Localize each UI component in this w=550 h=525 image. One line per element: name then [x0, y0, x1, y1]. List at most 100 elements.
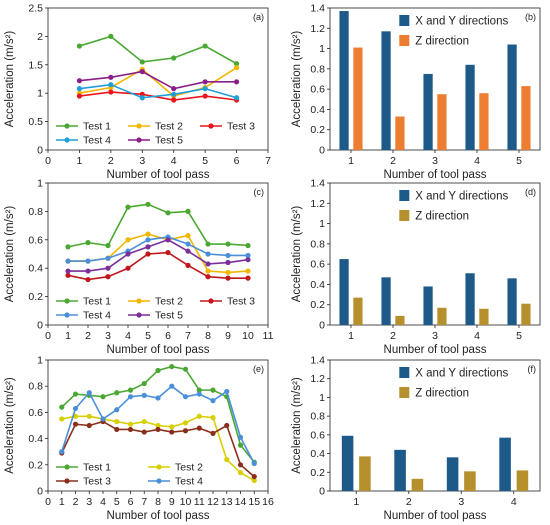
data-point — [225, 269, 231, 276]
legend-label: Test 1 — [83, 121, 111, 133]
series-line-5 — [68, 238, 249, 272]
data-point — [224, 388, 230, 395]
x-tick-label: 2 — [85, 330, 91, 342]
bar — [499, 437, 511, 491]
bar — [516, 470, 529, 491]
data-point — [139, 69, 145, 75]
x-tick-label: 3 — [139, 155, 145, 167]
panel-label: (c) — [254, 187, 265, 197]
y-tick-label: 0.4 — [310, 279, 325, 291]
series-line-4 — [68, 236, 248, 262]
y-tick-label: 1 — [319, 218, 325, 230]
data-point — [251, 477, 257, 484]
legend-swatch — [399, 367, 410, 378]
x-tick-label: 15 — [248, 496, 260, 508]
x-tick-label: 1 — [59, 496, 65, 508]
data-point — [182, 366, 189, 372]
x-tick-label: 8 — [155, 496, 161, 508]
data-point — [185, 262, 191, 268]
data-point — [196, 425, 202, 431]
x-tick-label: 4 — [100, 496, 106, 508]
bar — [394, 449, 406, 491]
legend-label: X and Y directions — [415, 16, 508, 28]
legend-label: Z direction — [415, 388, 469, 400]
data-point — [65, 268, 71, 274]
y-tick-label: 1.2 — [310, 373, 325, 385]
x-tick-label: 3 — [432, 330, 438, 342]
data-point — [202, 86, 208, 92]
y-tick-label: 2.5 — [28, 3, 43, 15]
series-line-3 — [67, 251, 248, 281]
x-tick-label: 7 — [265, 155, 271, 167]
x-axis-label: Number of tool pass — [384, 344, 487, 356]
data-point — [165, 249, 171, 256]
x-tick-label: 7 — [185, 330, 191, 342]
bar — [521, 303, 531, 325]
y-tick-label: 0 — [37, 320, 43, 332]
data-point — [196, 387, 202, 393]
bar — [507, 44, 517, 151]
data-point — [108, 82, 114, 88]
y-tick-label: 0.5 — [28, 116, 43, 128]
x-tick-label: 8 — [205, 330, 211, 342]
bar — [479, 93, 489, 150]
data-point — [245, 268, 251, 274]
data-point — [125, 251, 131, 257]
x-tick-label: 1 — [348, 330, 354, 342]
legend-label: Test 1 — [83, 462, 111, 474]
data-point — [65, 244, 71, 250]
y-axis-label: Acceleration (m/s²) — [291, 31, 303, 128]
plot-frame — [47, 182, 269, 326]
data-point — [169, 424, 175, 430]
data-point — [72, 391, 79, 397]
data-point — [225, 259, 231, 266]
x-axis-label: Number of tool pass — [107, 169, 210, 181]
legend-label: Test 3 — [227, 121, 255, 133]
y-tick-label: 0.6 — [310, 429, 325, 441]
legend-label: Z direction — [415, 36, 469, 48]
x-tick-label: 2 — [108, 155, 114, 167]
x-tick-label: 16 — [262, 496, 274, 508]
data-point — [127, 426, 134, 433]
legend-swatch-marker — [208, 298, 214, 304]
data-point — [245, 257, 251, 263]
y-tick-label: 1.5 — [28, 59, 43, 71]
series-line-3 — [79, 91, 237, 101]
legend-label: Test 5 — [155, 310, 183, 322]
data-point — [245, 275, 251, 281]
data-point — [169, 429, 175, 435]
data-point — [210, 430, 216, 436]
y-axis-label: Acceleration (m/s²) — [4, 206, 16, 303]
legend-label: Test 2 — [155, 121, 183, 133]
legend-swatch-marker — [64, 312, 70, 318]
legend-swatch-marker — [156, 478, 162, 484]
data-point — [210, 398, 216, 404]
plot-frame — [329, 359, 541, 492]
x-tick-label: 5 — [202, 155, 208, 167]
legend-swatch-marker — [64, 464, 70, 470]
data-point — [105, 265, 111, 271]
y-tick-label: 1 — [37, 178, 43, 190]
bar — [437, 94, 447, 150]
bar — [353, 47, 363, 150]
bar-chart-6: 0 0.2 0.4 0.6 0.8 1 1.2 1.4 Acceleration (m/s²) N… — [291, 355, 541, 522]
x-tick-label: 0 — [45, 330, 51, 342]
data-point — [225, 241, 231, 247]
data-point — [76, 86, 83, 92]
data-point — [141, 392, 147, 398]
data-point — [185, 232, 191, 239]
x-tick-label: 14 — [235, 496, 247, 508]
data-point — [155, 422, 161, 429]
x-axis-label: Number of tool pass — [384, 169, 487, 181]
y-tick-label: 0.8 — [310, 63, 325, 75]
data-point — [233, 95, 240, 101]
bar — [465, 273, 475, 325]
data-point — [171, 91, 177, 97]
x-tick-label: 2 — [390, 155, 396, 167]
data-point — [202, 43, 208, 49]
data-point — [233, 79, 240, 85]
line-chart-1: 0 0.5 1 1.5 2 2.5 Acceleration (m/s²) Number of… — [4, 3, 271, 182]
x-tick-label: 3 — [86, 496, 92, 508]
data-point — [108, 74, 114, 80]
data-point — [72, 421, 79, 427]
